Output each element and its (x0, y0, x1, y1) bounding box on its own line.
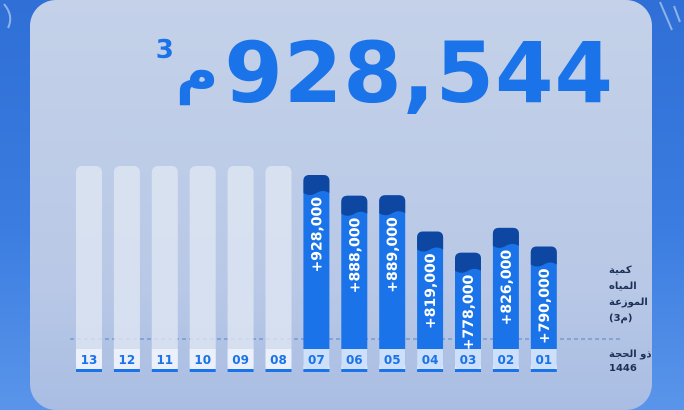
day-label: 13 (81, 353, 98, 367)
x-axis-label-line: 1446 (609, 363, 637, 374)
day-label-background (76, 349, 102, 370)
bar-value-label: +826,000 (499, 250, 515, 326)
bar-wave-cap (417, 231, 444, 252)
day-label-background (265, 349, 292, 370)
side-label-line: الموزعة (609, 297, 648, 308)
day-label-underline (303, 369, 330, 372)
day-label-background (113, 349, 140, 370)
day-label-background (189, 349, 216, 370)
day-label-background (417, 349, 444, 370)
day-label: 06 (346, 353, 363, 367)
unit-label: م (175, 37, 219, 105)
bar-wave-cap (303, 175, 330, 195)
day-label-background (530, 349, 557, 370)
day-label-underline (455, 369, 481, 372)
day-label-background (379, 349, 406, 370)
bar-wave-cap (530, 246, 557, 267)
day-label: 10 (194, 353, 211, 367)
data-bar (530, 246, 557, 370)
placeholder-bar (151, 166, 178, 370)
day-label: 12 (119, 353, 136, 367)
placeholder-bar (76, 166, 102, 370)
day-label-background (227, 349, 254, 370)
day-label: 08 (270, 353, 287, 367)
day-label-underline (492, 369, 519, 372)
unit-superscript: 3 (155, 35, 174, 65)
bar-value-label: +928,000 (309, 197, 325, 273)
bar-value-label: +889,000 (385, 217, 401, 293)
total-volume-value: 928,544 (224, 24, 614, 122)
data-bar (379, 195, 406, 370)
data-bar (455, 252, 481, 370)
day-label-background (303, 349, 330, 370)
day-label: 02 (498, 353, 515, 367)
data-bar (417, 231, 444, 370)
decorative-doodle-left (3, 3, 12, 29)
bar-wave-cap (455, 252, 481, 273)
day-label-background (455, 349, 481, 370)
side-label-line: كمية (609, 265, 632, 276)
side-label-line: (م3) (609, 313, 632, 324)
bar-value-label: +778,000 (461, 274, 477, 350)
data-bar (303, 175, 330, 370)
placeholder-bar (227, 166, 254, 370)
total-volume-headline: 3 م 928,544 (156, 28, 614, 118)
bar-value-label: +888,000 (347, 217, 363, 293)
day-label-underline (227, 369, 254, 372)
day-label-background (492, 349, 519, 370)
bar-wave-cap (492, 227, 519, 248)
day-label-underline (379, 369, 406, 372)
day-label-underline (417, 369, 444, 372)
day-label: 03 (460, 353, 477, 367)
decorative-doodle-right (659, 1, 681, 31)
bar-wave-cap (341, 195, 368, 216)
day-label-underline (189, 369, 216, 372)
day-label-underline (76, 369, 102, 372)
bar-wave-cap (379, 195, 406, 216)
data-bar (341, 195, 368, 370)
bar-value-label: +790,000 (537, 268, 553, 344)
data-bar (492, 227, 519, 370)
day-label: 04 (422, 353, 439, 367)
day-label: 09 (232, 353, 249, 367)
day-label-underline (113, 369, 140, 372)
day-label-underline (151, 369, 178, 372)
day-label: 05 (384, 353, 401, 367)
day-label: 07 (308, 353, 325, 367)
bar-value-label: +819,000 (423, 253, 439, 329)
side-label-line: المياه (609, 281, 637, 292)
day-label: 01 (535, 353, 552, 367)
day-label: 11 (156, 353, 173, 367)
day-label-underline (341, 369, 368, 372)
day-label-underline (530, 369, 557, 372)
day-label-background (151, 349, 178, 370)
placeholder-bar (113, 166, 140, 370)
x-axis-label-line: ذو الحجة (609, 349, 652, 360)
placeholder-bar (189, 166, 216, 370)
placeholder-bar (265, 166, 292, 370)
day-label-underline (265, 369, 292, 372)
day-label-background (341, 349, 368, 370)
